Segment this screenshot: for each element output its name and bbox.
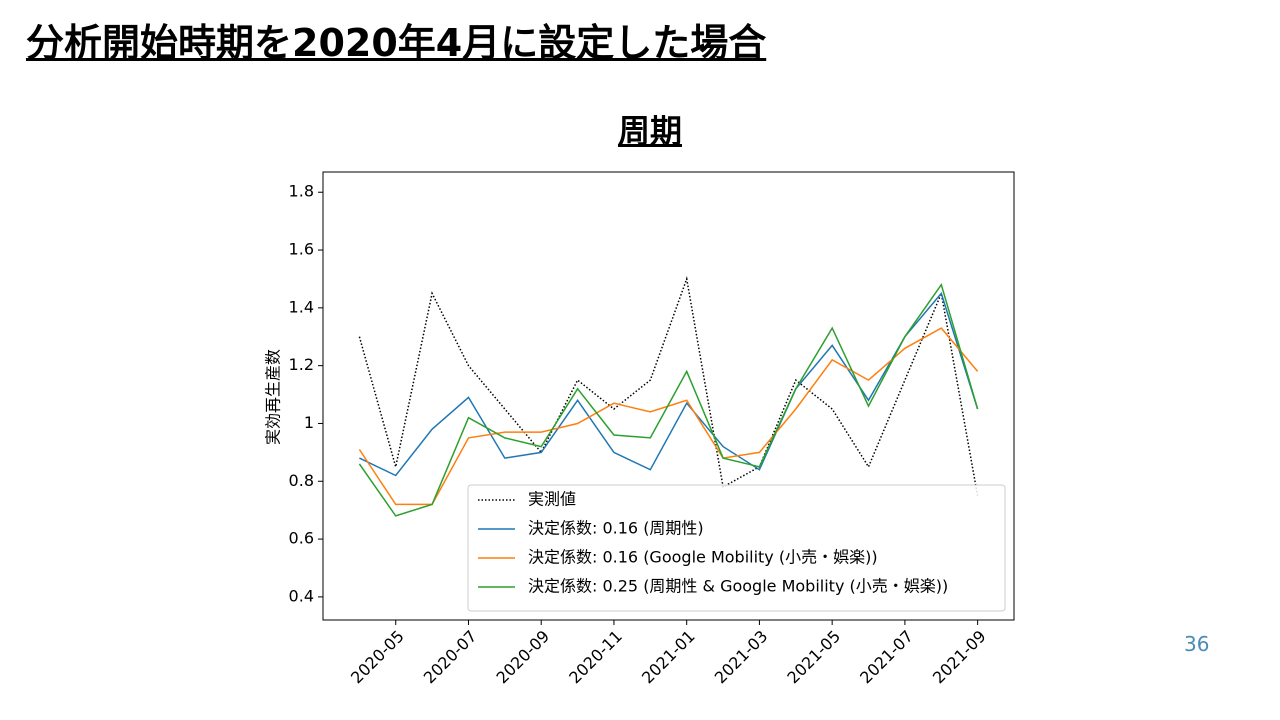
- x-tick-label: 2021-03: [711, 627, 772, 688]
- x-tick-label: 2020-05: [347, 627, 408, 688]
- series-line: [359, 291, 979, 477]
- page-number: 36: [1184, 632, 1210, 656]
- y-tick-label: 0.6: [289, 529, 314, 548]
- chart-title: 周期: [617, 112, 682, 150]
- x-tick-label: 2021-09: [929, 627, 990, 688]
- x-tick-label: 2021-07: [856, 627, 917, 688]
- legend-box: [467, 484, 1006, 612]
- y-tick-label: 0.4: [289, 586, 314, 605]
- y-tick-label: 0.8: [289, 471, 314, 490]
- y-tick-label: 1.8: [289, 182, 314, 201]
- slide-title: 分析開始時期を2020年4月に設定した場合: [26, 21, 767, 65]
- y-tick-label: 1.6: [289, 240, 314, 259]
- y-axis-label: 実効再生産数: [264, 349, 283, 445]
- x-tick-label: 2020-07: [420, 627, 481, 688]
- y-tick-label: 1.2: [289, 355, 314, 374]
- series-line: [358, 282, 979, 517]
- y-tick-label: 1: [304, 413, 314, 432]
- series-line: [358, 275, 979, 496]
- legend-label: 決定係数: 0.25 (周期性 & Google Mobility (小売・娯楽…: [528, 577, 948, 596]
- legend-label: 実測値: [528, 490, 576, 509]
- series-line: [358, 327, 979, 506]
- x-tick-label: 2021-05: [783, 627, 844, 688]
- x-tick-label: 2021-01: [638, 627, 699, 688]
- legend-label: 決定係数: 0.16 (周期性): [528, 519, 704, 538]
- x-tick-label: 2020-11: [565, 627, 626, 688]
- legend-label: 決定係数: 0.16 (Google Mobility (小売・娯楽)): [528, 548, 878, 567]
- plot-frame: [322, 171, 1015, 621]
- y-tick-label: 1.4: [289, 297, 314, 316]
- x-tick-label: 2020-09: [493, 627, 554, 688]
